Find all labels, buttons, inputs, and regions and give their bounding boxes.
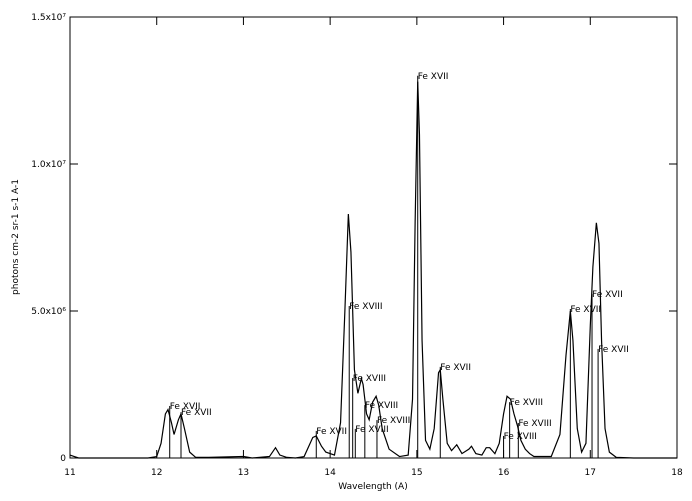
annotation-label: Fe XVIII [504, 432, 537, 442]
y-tick-label: 5.0x10⁶ [31, 307, 66, 317]
annotation-label: Fe XVII [570, 305, 601, 315]
annotation-label: Fe XVII [316, 427, 347, 437]
x-tick-label: 17 [585, 468, 596, 478]
x-tick-label: 15 [411, 468, 422, 478]
x-tick-label: 18 [671, 468, 683, 478]
x-tick-label: 14 [324, 468, 336, 478]
annotation-label: Fe XVII [418, 72, 449, 82]
annotation-label: Fe XVIII [365, 401, 398, 411]
y-tick-label: 1.0x10⁷ [31, 160, 66, 170]
spectrum-line [69, 81, 677, 459]
plot-frame [69, 16, 678, 459]
annotation-label: Fe XVIII [355, 425, 388, 435]
annotation-label: Fe XVIII [377, 416, 410, 426]
x-tick-label: 16 [498, 468, 510, 478]
y-tick-label: 1.5x10⁷ [31, 13, 66, 23]
annotation-label: Fe XVIII [510, 398, 543, 408]
x-tick-label: 12 [151, 468, 162, 478]
annotation-label: Fe XVII [181, 408, 212, 418]
annotation-label: Fe XVII [598, 345, 629, 355]
y-tick-label: 0 [60, 454, 66, 464]
annotation-label: Fe XVIII [518, 419, 551, 429]
y-axis-label: photons cm-2 sr-1 s-1 A-1 [11, 179, 21, 295]
x-tick-label: 11 [64, 468, 75, 478]
annotation-label: Fe XVII [592, 290, 623, 300]
annotation-label: Fe XVIII [353, 374, 386, 384]
annotation-label: Fe XVIII [349, 302, 382, 312]
x-axis-label: Wavelength (A) [338, 482, 407, 492]
annotation-label: Fe XVII [170, 402, 201, 412]
annotation-label: Fe XVII [440, 363, 471, 373]
x-tick-label: 13 [238, 468, 249, 478]
